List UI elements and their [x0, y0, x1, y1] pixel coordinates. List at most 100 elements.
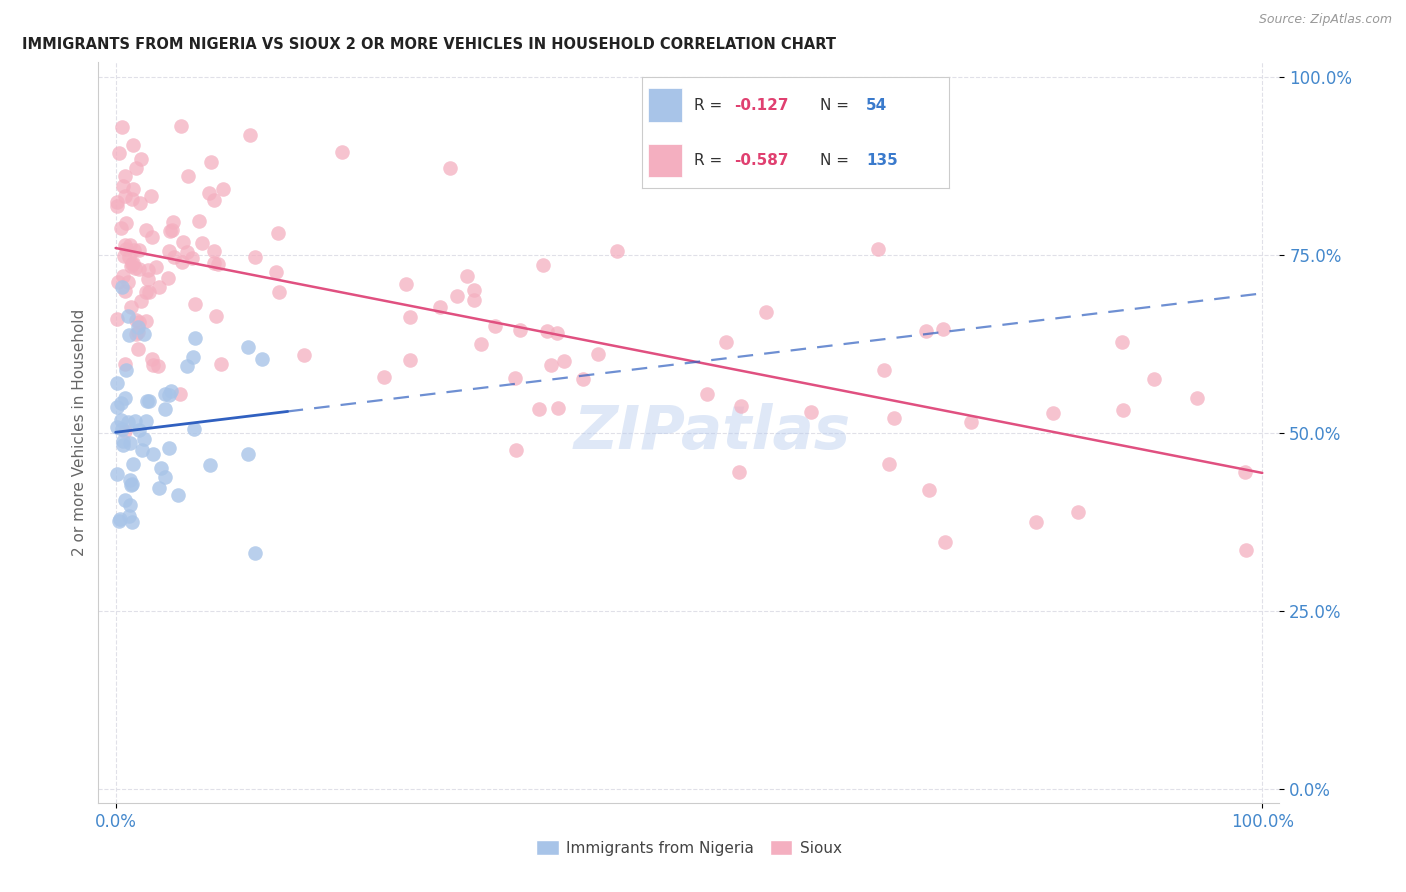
Point	[153, 401, 176, 416]
Point	[202, 193, 225, 207]
Point	[547, 401, 569, 416]
Point	[114, 237, 136, 252]
Point	[118, 435, 141, 450]
Point	[105, 420, 128, 434]
Point	[159, 224, 181, 238]
Point	[111, 179, 134, 194]
Point	[236, 446, 259, 460]
Point	[1233, 465, 1256, 479]
Point	[202, 244, 225, 258]
Point	[127, 342, 149, 356]
Point	[114, 284, 136, 298]
Point	[198, 186, 221, 200]
Text: ZIPatlas: ZIPatlas	[574, 403, 851, 462]
Point	[114, 363, 136, 377]
Point	[586, 346, 609, 360]
Point	[120, 259, 142, 273]
Point	[127, 325, 149, 339]
Point	[128, 195, 150, 210]
Point	[105, 376, 128, 391]
Point	[503, 371, 526, 385]
Point	[868, 242, 890, 256]
Point	[129, 152, 152, 166]
Point	[136, 271, 159, 285]
Point	[120, 300, 142, 314]
Point	[470, 337, 492, 351]
Point	[155, 386, 177, 401]
Point	[135, 414, 157, 428]
Point	[169, 119, 191, 133]
Point	[114, 188, 136, 202]
Point	[128, 315, 150, 329]
Point	[571, 372, 593, 386]
Point	[696, 386, 718, 401]
Point	[114, 425, 136, 439]
Point	[132, 432, 155, 446]
Point	[243, 545, 266, 559]
Point	[114, 391, 136, 405]
Point	[122, 457, 145, 471]
Point	[134, 327, 156, 342]
Point	[429, 300, 451, 314]
Point	[267, 226, 290, 240]
Point	[877, 457, 900, 471]
Point	[148, 279, 170, 293]
Point	[112, 249, 135, 263]
Point	[1025, 515, 1047, 529]
Point	[124, 313, 146, 327]
Point	[505, 443, 527, 458]
Point	[121, 476, 143, 491]
Point	[131, 442, 153, 457]
Point	[110, 220, 132, 235]
Point	[135, 285, 157, 299]
Point	[117, 416, 139, 430]
Point	[1111, 403, 1133, 417]
Point	[176, 245, 198, 260]
Point	[142, 358, 165, 372]
Point	[118, 474, 141, 488]
Point	[509, 323, 531, 337]
Point	[755, 305, 778, 319]
Point	[124, 414, 146, 428]
Point	[153, 470, 176, 484]
Point	[169, 386, 191, 401]
Point	[463, 283, 485, 297]
Point	[157, 388, 180, 402]
Point	[122, 138, 145, 153]
Point	[236, 340, 259, 354]
Point	[111, 279, 134, 293]
Point	[207, 257, 229, 271]
Point	[730, 399, 752, 413]
Point	[606, 244, 628, 259]
Point	[120, 478, 142, 492]
Point	[128, 423, 150, 437]
Point	[114, 357, 136, 371]
Point	[540, 358, 562, 372]
Point	[128, 243, 150, 257]
Point	[373, 369, 395, 384]
Point	[181, 251, 204, 265]
Point	[105, 199, 128, 213]
Point	[148, 481, 170, 495]
Point	[145, 260, 167, 274]
Point	[118, 250, 141, 264]
Point	[1067, 505, 1090, 519]
Point	[115, 215, 138, 229]
Point	[112, 434, 135, 448]
Point	[141, 230, 163, 244]
Point	[138, 285, 160, 299]
Point	[163, 250, 186, 264]
Y-axis label: 2 or more Vehicles in Household: 2 or more Vehicles in Household	[72, 309, 87, 557]
Point	[1185, 392, 1208, 406]
Point	[1111, 335, 1133, 350]
Point	[209, 357, 232, 371]
Point	[122, 243, 145, 257]
Point	[135, 394, 157, 409]
Point	[157, 271, 180, 285]
Point	[546, 326, 568, 341]
Point	[110, 512, 132, 526]
Point	[1042, 406, 1064, 420]
Point	[122, 256, 145, 270]
Point	[531, 258, 554, 272]
Point	[166, 488, 188, 502]
